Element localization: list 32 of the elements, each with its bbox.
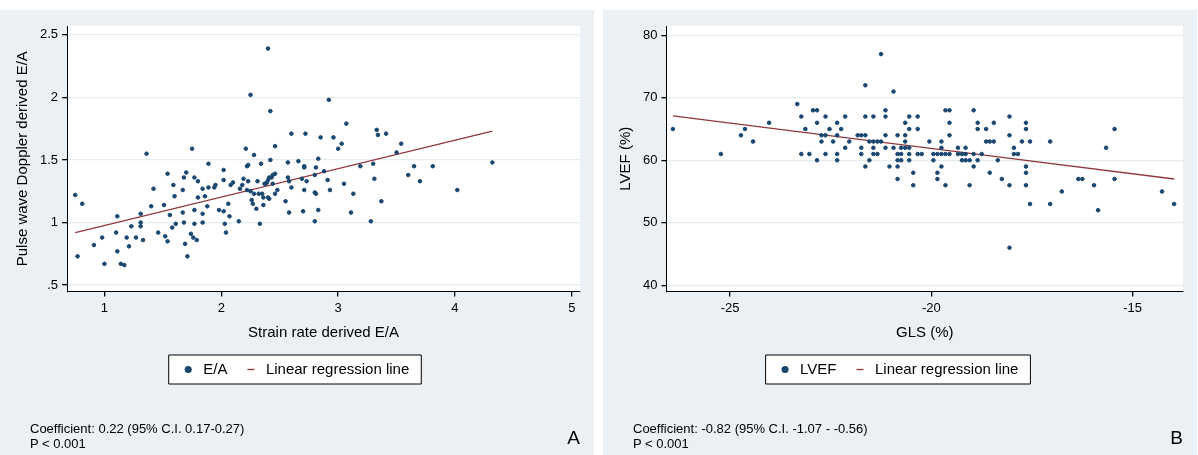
legend-label: E/A <box>203 359 228 377</box>
y-tick-label: 70 <box>642 89 658 105</box>
x-axis-title: GLS (%) <box>895 323 954 341</box>
y-tick-label: 80 <box>642 26 658 42</box>
y-tick-label: 50 <box>642 214 658 230</box>
y-tick-label: 2.5 <box>39 26 59 42</box>
y-tick-label: 1 <box>50 214 59 230</box>
text: B <box>1170 427 1183 449</box>
y-tick-label: 40 <box>642 276 658 292</box>
text: Coefficient: -0.82 (95% C.I. -1.07 - -0.56) <box>633 421 868 436</box>
legend-label: LVEF <box>800 359 837 377</box>
legend-label: Linear regression line <box>265 359 410 377</box>
text: P < 0.001 <box>30 436 86 451</box>
text: Coefficient: 0.22 (95% C.I. 0.17-0.27) <box>30 421 245 436</box>
y-tick-label: .5 <box>47 276 59 292</box>
x-tick-label: -15 <box>1123 299 1143 315</box>
y-tick-label: 2 <box>50 88 59 104</box>
x-tick-label: 5 <box>568 299 576 315</box>
text: P < 0.001 <box>633 436 689 451</box>
y-tick-label: 60 <box>642 151 658 167</box>
y-axis-title: Pulse wave Doppler derived E/A <box>13 51 31 267</box>
x-tick-label: -20 <box>921 299 941 315</box>
y-tick-label: 1.5 <box>39 151 59 167</box>
y-axis-title: LVEF (%) <box>616 126 634 191</box>
x-tick-label: 1 <box>100 299 109 315</box>
text: A <box>567 427 580 449</box>
x-tick-label: 2 <box>217 299 225 315</box>
x-tick-label: 3 <box>334 299 342 315</box>
x-tick-label: 4 <box>451 299 459 315</box>
x-axis-title: Strain rate derived E/A <box>248 323 399 341</box>
x-tick-label: -25 <box>720 299 740 315</box>
legend-label: Linear regression line <box>874 359 1019 377</box>
